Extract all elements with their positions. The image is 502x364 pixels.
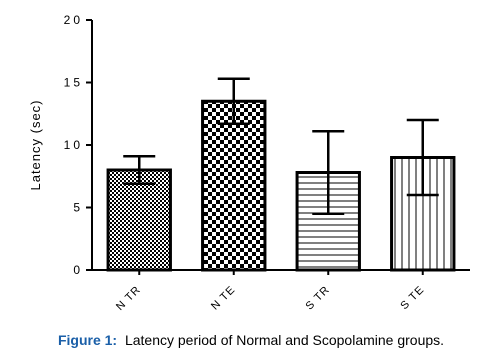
caption: Figure 1: Latency period of Normal and S…	[58, 332, 444, 348]
y-tick-label: 20	[64, 13, 83, 27]
x-tick-label: S TR	[303, 284, 332, 313]
y-tick-label: 10	[64, 138, 83, 152]
y-tick-label: 15	[64, 76, 83, 90]
bar	[201, 99, 267, 272]
x-tick-label: N TE	[209, 284, 238, 313]
y-tick-label: 5	[73, 201, 83, 215]
x-tick-label: N TR	[114, 284, 143, 313]
y-tick-label: 0	[73, 263, 83, 277]
caption-label: Figure 1:	[58, 332, 117, 348]
y-axis-label: Latency (sec)	[28, 99, 43, 190]
x-tick-label: S TE	[398, 284, 426, 312]
caption-text: Latency period of Normal and Scopolamine…	[125, 332, 444, 348]
bar	[106, 168, 172, 272]
